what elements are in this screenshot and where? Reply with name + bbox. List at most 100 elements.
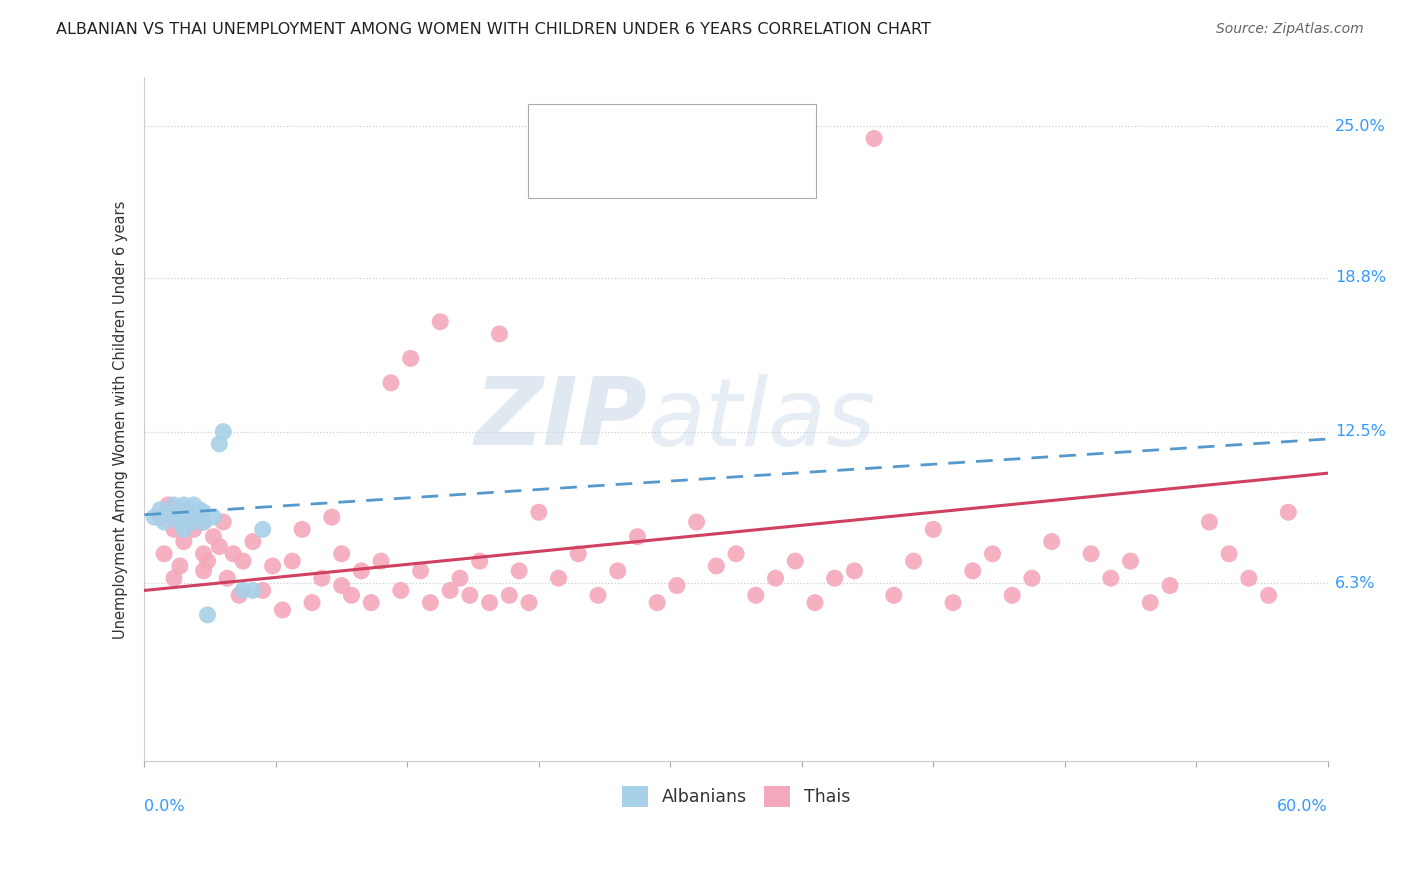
Point [163, 498, 186, 512]
Point [844, 564, 866, 578]
Text: ZIP: ZIP [474, 374, 647, 466]
Legend: Albanians, Thais: Albanians, Thais [614, 780, 858, 814]
Text: N =: N = [672, 161, 720, 178]
Point [311, 571, 333, 585]
Point [1257, 588, 1279, 602]
Point [242, 583, 264, 598]
Point [169, 559, 191, 574]
Point [745, 588, 768, 602]
Point [1040, 534, 1063, 549]
Point [1139, 596, 1161, 610]
Point [197, 554, 219, 568]
Point [202, 510, 225, 524]
Point [193, 547, 215, 561]
Point [183, 498, 205, 512]
Point [419, 596, 441, 610]
Point [922, 522, 945, 536]
Point [1119, 554, 1142, 568]
Point [1001, 588, 1024, 602]
Point [242, 534, 264, 549]
Point [271, 603, 294, 617]
Point [1277, 505, 1299, 519]
Point [212, 515, 235, 529]
Point [360, 596, 382, 610]
Point [163, 571, 186, 585]
Point [208, 540, 231, 554]
Point [606, 564, 628, 578]
Point [1080, 547, 1102, 561]
Point [173, 534, 195, 549]
Point [517, 596, 540, 610]
Point [370, 554, 392, 568]
Point [301, 596, 323, 610]
Text: 0.0%: 0.0% [145, 798, 186, 814]
Point [962, 564, 984, 578]
Point [217, 571, 239, 585]
Point [883, 588, 905, 602]
Text: 6.3%: 6.3% [1334, 575, 1375, 591]
Point [173, 498, 195, 512]
Point [177, 510, 200, 524]
Point [228, 588, 250, 602]
Point [202, 530, 225, 544]
Point [193, 515, 215, 529]
Point [488, 326, 510, 341]
Point [157, 498, 180, 512]
Point [498, 588, 520, 602]
Point [645, 596, 668, 610]
Point [153, 547, 176, 561]
Point [193, 564, 215, 578]
Point [193, 515, 215, 529]
Point [765, 571, 787, 585]
Point [665, 578, 688, 592]
Point [981, 547, 1004, 561]
Point [389, 583, 412, 598]
Point [478, 596, 501, 610]
Point [197, 607, 219, 622]
Point [458, 588, 481, 602]
Point [222, 547, 245, 561]
Point [439, 583, 461, 598]
Text: 0.218: 0.218 [619, 161, 672, 178]
Text: R =: R = [585, 161, 621, 178]
Point [330, 578, 353, 592]
Point [626, 530, 648, 544]
Point [468, 554, 491, 568]
Point [188, 510, 211, 524]
Point [340, 588, 363, 602]
Text: 0.035: 0.035 [619, 125, 672, 143]
Point [449, 571, 471, 585]
Point [804, 596, 827, 610]
Point [208, 437, 231, 451]
Point [1021, 571, 1043, 585]
Point [143, 510, 166, 524]
Text: 60.0%: 60.0% [1277, 798, 1327, 814]
Text: Source: ZipAtlas.com: Source: ZipAtlas.com [1216, 22, 1364, 37]
Point [252, 583, 274, 598]
Text: ALBANIAN VS THAI UNEMPLOYMENT AMONG WOMEN WITH CHILDREN UNDER 6 YEARS CORRELATIO: ALBANIAN VS THAI UNEMPLOYMENT AMONG WOME… [56, 22, 931, 37]
Point [232, 554, 254, 568]
Point [163, 522, 186, 536]
Point [173, 522, 195, 536]
Point [685, 515, 707, 529]
Point [429, 315, 451, 329]
Point [330, 547, 353, 561]
Point [169, 515, 191, 529]
Point [183, 522, 205, 536]
Point [1237, 571, 1260, 585]
Point [547, 571, 569, 585]
Point [177, 505, 200, 519]
Point [212, 425, 235, 439]
Point [399, 351, 422, 366]
Point [163, 510, 186, 524]
Point [149, 510, 172, 524]
Point [149, 503, 172, 517]
Point [863, 131, 886, 145]
Point [785, 554, 807, 568]
Point [188, 503, 211, 517]
Point [586, 588, 609, 602]
Text: N =: N = [672, 125, 720, 143]
Point [527, 505, 550, 519]
Text: 25.0%: 25.0% [1334, 119, 1385, 134]
Text: 87: 87 [717, 161, 741, 178]
